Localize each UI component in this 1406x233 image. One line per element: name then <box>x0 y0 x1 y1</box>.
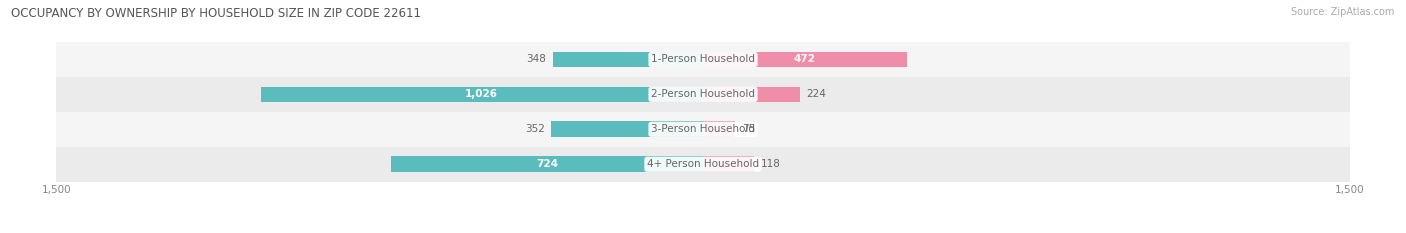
Text: 348: 348 <box>527 55 547 64</box>
Bar <box>703 121 735 137</box>
Text: 75: 75 <box>742 124 755 134</box>
Bar <box>551 121 703 137</box>
Bar <box>56 112 1350 147</box>
Text: 472: 472 <box>794 55 815 64</box>
Text: Source: ZipAtlas.com: Source: ZipAtlas.com <box>1291 7 1395 17</box>
Bar <box>56 147 1350 182</box>
Bar <box>703 156 754 172</box>
Bar <box>391 156 703 172</box>
Bar <box>56 42 1350 77</box>
Text: 724: 724 <box>536 159 558 169</box>
Bar <box>260 86 703 102</box>
Bar <box>703 86 800 102</box>
Text: 1-Person Household: 1-Person Household <box>651 55 755 64</box>
Text: 1,026: 1,026 <box>465 89 498 99</box>
Bar <box>703 51 907 67</box>
Text: 2-Person Household: 2-Person Household <box>651 89 755 99</box>
Bar <box>56 77 1350 112</box>
Text: 224: 224 <box>806 89 825 99</box>
Text: 118: 118 <box>761 159 780 169</box>
Text: OCCUPANCY BY OWNERSHIP BY HOUSEHOLD SIZE IN ZIP CODE 22611: OCCUPANCY BY OWNERSHIP BY HOUSEHOLD SIZE… <box>11 7 422 20</box>
Text: 3-Person Household: 3-Person Household <box>651 124 755 134</box>
Text: 4+ Person Household: 4+ Person Household <box>647 159 759 169</box>
Text: 352: 352 <box>524 124 544 134</box>
Bar <box>553 51 703 67</box>
